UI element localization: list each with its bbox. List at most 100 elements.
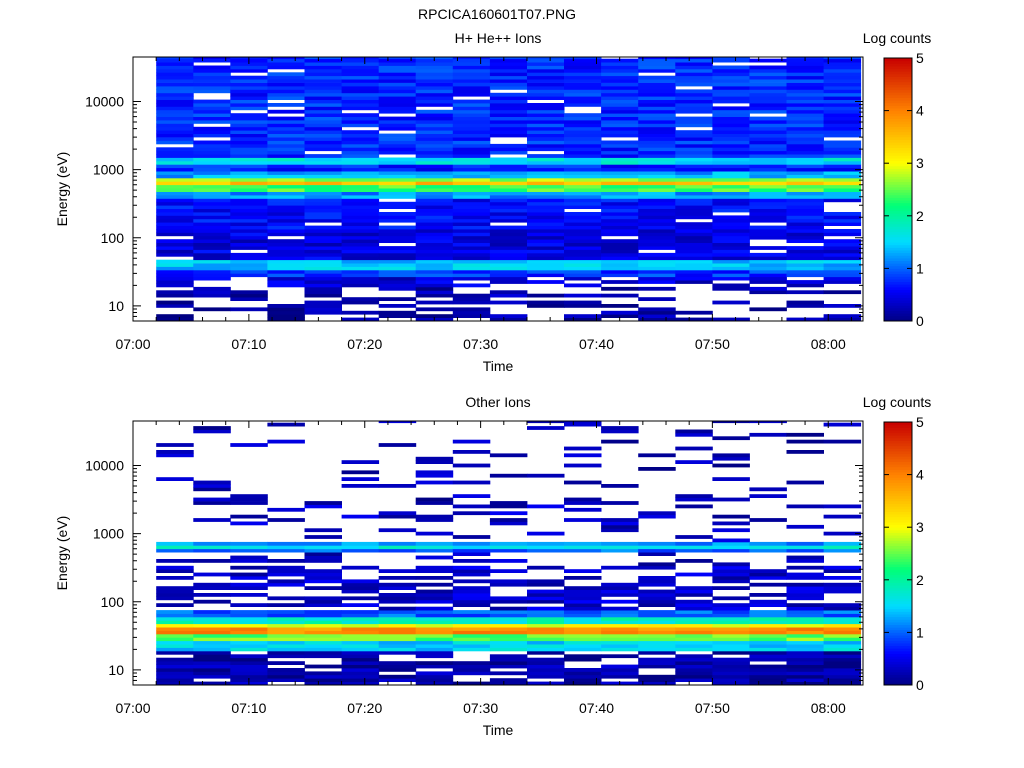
heatmap-cell [341,310,380,315]
heatmap-cell [564,137,602,141]
heatmap-cell [304,103,342,107]
heatmap-cell [230,572,268,577]
heatmap-cell [489,511,528,516]
heatmap-cell [230,184,268,189]
heatmap-cell [823,232,862,237]
heatmap-cell [712,252,750,257]
colorbar-segment [884,498,912,502]
heatmap-cell [601,620,639,625]
heatmap-cell [601,310,639,315]
heatmap-cell [341,195,380,199]
heatmap-cell [415,160,454,165]
heatmap-cell [564,613,602,618]
heatmap-cell [193,174,231,179]
heatmap-cell [712,644,750,648]
heatmap-cell [527,623,565,628]
heatmap-cell [786,198,824,203]
heatmap-cell [452,256,491,261]
heatmap-cell [267,57,305,60]
colorbar-segment [884,587,912,591]
heatmap-cell [786,150,824,155]
heatmap-cell [638,201,676,206]
heatmap-cell [341,229,380,233]
heatmap-cell [712,497,750,502]
y-tick-label: 10 [108,298,124,314]
heatmap-cell [527,613,565,618]
heatmap-cell [156,242,194,247]
heatmap-cell [230,68,268,73]
heatmap-cell [156,293,194,298]
heatmap-cell [601,208,639,213]
heatmap-cell [415,133,454,138]
heatmap-cell [230,668,268,672]
heatmap-cell [823,630,862,635]
heatmap-cell [527,167,565,172]
heatmap-cell [378,235,417,240]
heatmap-cell [156,147,194,152]
heatmap-cell [786,273,824,278]
heatmap-cell [304,647,342,652]
heatmap-cell [193,106,231,111]
heatmap-cell [601,79,639,83]
heatmap-cell [749,654,787,659]
heatmap-cell [527,181,565,186]
heatmap-cell [452,569,491,573]
heatmap-cell [230,443,268,447]
heatmap-cell [749,167,787,172]
heatmap-cell [341,477,380,481]
heatmap-cell [489,256,528,261]
heatmap-cell [267,630,305,635]
heatmap-cell [193,154,231,158]
heatmap-cell [489,582,528,587]
heatmap-cell [823,188,862,192]
heatmap-cell [527,681,565,686]
colorbar-segment [884,508,912,512]
heatmap-cell [156,215,194,220]
heatmap-cell [341,154,380,158]
heatmap-cell [823,263,862,267]
heatmap-cell [638,582,676,587]
colorbar-segment [884,113,912,117]
heatmap-cell [786,184,824,189]
heatmap-cell [786,650,824,655]
heatmap-cell [749,208,787,213]
heatmap-cell [564,259,602,264]
heatmap-cell [786,623,824,628]
heatmap-cell [489,280,528,284]
heatmap-cell [304,188,342,192]
heatmap-cell [378,647,417,652]
heatmap-cell [267,310,305,315]
heatmap-cell [304,65,342,70]
heatmap-cell [230,154,268,158]
heatmap-cell [786,229,824,233]
heatmap-cell [452,596,491,601]
heatmap-cell [638,644,676,648]
heatmap-cell [415,263,454,267]
heatmap-cell [749,177,787,182]
heatmap-cell [823,191,862,196]
heatmap-cell [304,504,342,509]
heatmap-cell [749,572,787,577]
heatmap-cell [452,494,491,498]
heatmap-cell [527,579,565,584]
heatmap-cell [675,640,713,645]
heatmap-cell [341,89,380,94]
heatmap-cell [193,252,231,257]
heatmap-cell [378,545,417,550]
heatmap-cell [267,140,305,145]
heatmap-cell [341,280,380,284]
heatmap-cell [527,548,565,553]
heatmap-cell [267,616,305,621]
heatmap-cell [452,184,491,189]
colorbar-segment [884,461,912,465]
heatmap-cell [415,637,454,642]
heatmap-cell [341,68,380,73]
heatmap-cell [638,511,676,516]
colorbar-segment [884,178,912,183]
heatmap-cell [415,62,454,66]
heatmap-cell [823,171,862,175]
heatmap-cell [193,644,231,648]
heatmap-cell [786,545,824,550]
heatmap-cell [378,225,417,230]
heatmap-cell [341,252,380,257]
